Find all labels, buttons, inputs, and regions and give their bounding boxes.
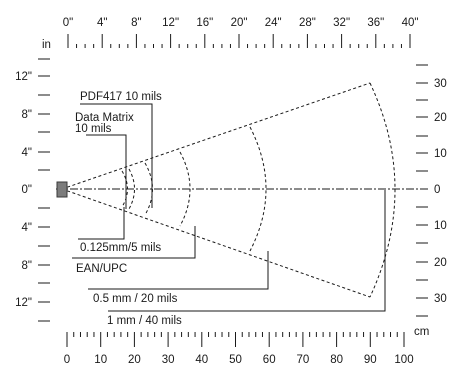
scanner-icon	[56, 181, 68, 198]
arc-1mm	[369, 82, 396, 298]
top-scale-label: 20"	[231, 17, 248, 29]
right-scale-label: 20	[434, 257, 447, 269]
bottom-scale-label: 70	[297, 354, 310, 366]
cone-lower-edge	[61, 188, 371, 298]
leader-05mm	[88, 251, 269, 290]
bottom-scale-unit: cm	[414, 326, 429, 338]
left-scale-label: 8"	[22, 109, 32, 121]
bottom-scale-label: 100	[394, 354, 413, 366]
leader-data-matrix	[86, 134, 127, 209]
top-scale-label: 4"	[97, 17, 107, 29]
top-scale-label: 36"	[367, 17, 384, 29]
right-cm-scale: 30 20 10 0 10 20 30	[416, 64, 447, 317]
leader-ean-upc	[72, 226, 196, 259]
bottom-scale-label: 20	[128, 354, 141, 366]
left-scale-label: 8"	[22, 260, 32, 272]
right-scale-label: 10	[434, 148, 447, 160]
top-scale-label: 12"	[162, 17, 179, 29]
top-scale-label: 16"	[196, 17, 213, 29]
leader-1mm	[108, 190, 386, 312]
left-scale-label: 4"	[22, 147, 32, 159]
leader-pdf417	[80, 103, 153, 208]
label-data-matrix-line1: Data Matrix	[75, 112, 134, 124]
top-scale-label: 0"	[63, 17, 73, 29]
bottom-scale-label: 0	[64, 354, 70, 366]
bottom-scale-label: 30	[162, 354, 175, 366]
label-data-matrix-line2: 10 mils	[75, 123, 112, 135]
bottom-scale-label: 80	[330, 354, 343, 366]
label-05mm: 0.5 mm / 20 mils	[93, 293, 178, 305]
bottom-scale-label: 10	[94, 354, 107, 366]
right-scale-label: 20	[434, 112, 447, 124]
cone-upper-edge	[61, 82, 371, 190]
top-scale-unit: in	[42, 39, 51, 51]
left-scale-label: 12"	[15, 297, 32, 309]
bottom-scale-label: 90	[364, 354, 377, 366]
right-scale-label: 30	[434, 293, 447, 305]
bottom-scale-label: 40	[195, 354, 208, 366]
leader-small	[78, 207, 125, 240]
left-scale-label: 4"	[22, 222, 32, 234]
label-ean-upc: EAN/UPC	[76, 263, 127, 275]
top-scale-label: 32"	[333, 17, 350, 29]
label-small: 0.125mm/5 mils	[80, 242, 161, 254]
label-1mm: 1 mm / 40 mils	[107, 315, 182, 327]
top-scale-label: 40"	[402, 17, 419, 29]
label-pdf417: PDF417 10 mils	[80, 91, 162, 103]
arc-small	[121, 170, 128, 208]
left-inch-scale: 12" 8" 4" 0" 4" 8" 12"	[15, 58, 50, 322]
left-scale-label: 0"	[22, 184, 32, 196]
right-scale-label: 10	[434, 220, 447, 232]
top-scale-label: 24"	[265, 17, 282, 29]
left-scale-label: 12"	[15, 71, 32, 83]
arc-ean-upc	[179, 151, 191, 227]
top-scale-label: 8"	[131, 17, 141, 29]
right-scale-label: 30	[434, 78, 447, 90]
bottom-scale-label: 60	[263, 354, 276, 366]
bottom-scale-label: 50	[229, 354, 242, 366]
bottom-cm-scale: cm 0 10 20 30 40 50 60 70 80 90 100	[64, 326, 430, 366]
arc-pdf417	[144, 162, 153, 216]
right-scale-label: 0	[434, 184, 440, 196]
top-inch-scale: in 0" 4" 8" 12" 16" 20" 24" 28" 32" 36" 40"	[42, 17, 418, 51]
top-scale-label: 28"	[299, 17, 316, 29]
